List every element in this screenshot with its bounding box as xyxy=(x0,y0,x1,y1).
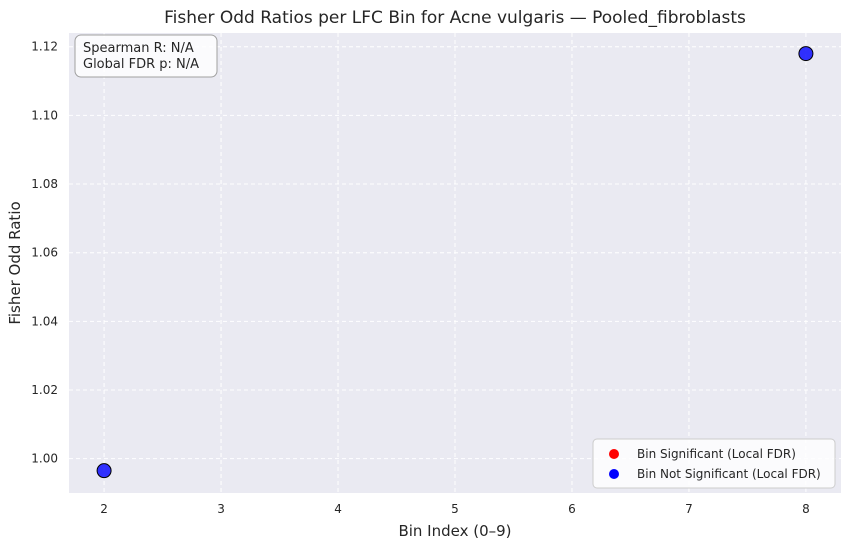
y-tick-label: 1.00 xyxy=(31,452,58,466)
x-tick-label: 7 xyxy=(685,502,693,516)
legend-box xyxy=(592,438,836,489)
y-tick-label: 1.12 xyxy=(31,40,58,54)
y-tick-label: 1.04 xyxy=(31,314,58,328)
y-axis-label: Fisher Odd Ratio xyxy=(6,201,24,324)
plot-area xyxy=(69,33,841,493)
legend-label-not-significant: Bin Not Significant (Local FDR) xyxy=(637,467,821,481)
x-tick-label: 4 xyxy=(334,502,342,516)
x-tick-label: 6 xyxy=(568,502,576,516)
legend-marker-significant xyxy=(609,449,619,459)
y-tick-label: 1.10 xyxy=(31,108,58,122)
x-tick-label: 2 xyxy=(100,502,108,516)
legend-label-significant: Bin Significant (Local FDR) xyxy=(637,447,796,461)
legend: Bin Significant (Local FDR) Bin Not Sign… xyxy=(592,438,836,489)
x-tick-label: 8 xyxy=(802,502,810,516)
chart-title: Fisher Odd Ratios per LFC Bin for Acne v… xyxy=(164,8,746,28)
annotation-fdr: Global FDR p: N/A xyxy=(83,57,199,72)
y-tick-labels: 1.00 1.02 1.04 1.06 1.08 1.10 1.12 xyxy=(31,40,58,466)
y-tick-label: 1.08 xyxy=(31,177,58,191)
annotation-spearman: Spearman R: N/A xyxy=(83,41,194,56)
data-point xyxy=(96,463,112,479)
stats-annotation: Spearman R: N/A Global FDR p: N/A xyxy=(74,34,218,78)
annotation-box xyxy=(74,34,218,78)
data-point xyxy=(798,46,814,62)
y-tick-label: 1.06 xyxy=(31,246,58,260)
data-points xyxy=(96,46,814,479)
x-axis-label: Bin Index (0–9) xyxy=(398,522,511,540)
x-tick-label: 3 xyxy=(217,502,225,516)
legend-marker-not-significant xyxy=(609,469,619,479)
x-tick-labels: 2 3 4 5 6 7 8 xyxy=(100,502,809,516)
y-tick-label: 1.02 xyxy=(31,383,58,397)
x-tick-label: 5 xyxy=(451,502,459,516)
